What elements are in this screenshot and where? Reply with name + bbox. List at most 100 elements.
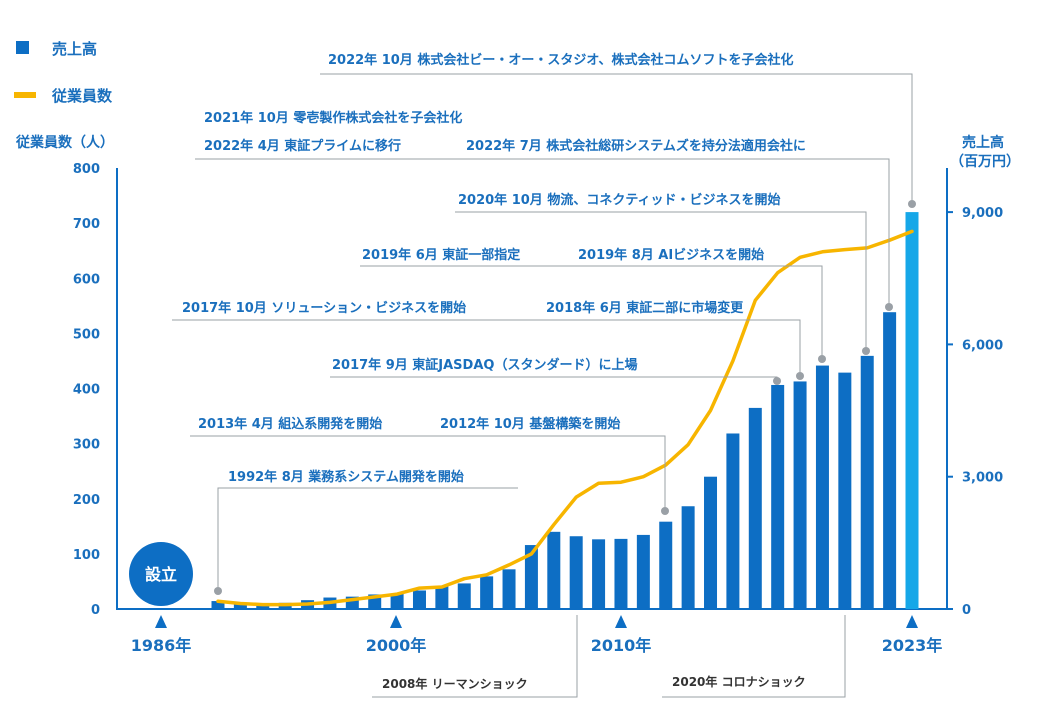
- sales-bar-2013: [681, 506, 695, 609]
- year-label-2010: 2010年: [591, 636, 652, 655]
- sales-bar-2007: [547, 531, 561, 609]
- sales-bar-2021: [860, 355, 874, 609]
- event-2012-10: 2012年 10月 基盤構築を開始: [440, 416, 620, 432]
- leader-dot-2017-9: [773, 377, 781, 385]
- sales-bar-2002: [435, 586, 449, 609]
- leader-dot-2021-2022: [885, 303, 893, 311]
- sales-bar-2017: [771, 384, 785, 609]
- sales-bar-2001: [412, 590, 426, 609]
- leader-dot-2017-10: [796, 372, 804, 380]
- left-tick-label: 400: [73, 383, 100, 398]
- shock-2008: 2008年 リーマンショック: [382, 676, 528, 691]
- sales-bar-2009: [592, 539, 606, 609]
- legend-sales-label: 売上高: [52, 40, 97, 58]
- event-leaders: [172, 73, 916, 595]
- leader-dot-2022-10: [908, 200, 916, 208]
- leader-2021-2022: [195, 158, 890, 306]
- sales-bar-2011: [636, 534, 650, 609]
- event-2022-4: 2022年 4月 東証プライムに移行: [204, 138, 401, 154]
- right-axis-title-line1: 売上高: [962, 134, 1004, 151]
- left-tick-label: 800: [73, 162, 100, 177]
- left-tick-label: 300: [73, 438, 100, 453]
- right-tick-label: 6,000: [962, 338, 1003, 353]
- founding-marker: 設立: [129, 542, 193, 606]
- right-tick-label: 3,000: [962, 471, 1003, 486]
- sales-bar-2014: [704, 476, 718, 609]
- year-marker-triangle-1986: [155, 615, 167, 628]
- leader-dot-2019: [818, 355, 826, 363]
- year-label-2023: 2023年: [882, 636, 943, 655]
- left-axis-title: 従業員数（人）: [15, 134, 114, 151]
- event-2017-9: 2017年 9月 東証JASDAQ（スタンダード）に上場: [332, 357, 637, 373]
- leader-dot-2020: [862, 347, 870, 355]
- right-axis-title-line2: （百万円）: [950, 154, 1020, 170]
- left-axis-ticks: 0 100 200 300 400 500 600 700 800: [73, 162, 100, 618]
- left-tick-label: 0: [91, 603, 100, 618]
- sales-bar-2008: [569, 536, 583, 609]
- legend-sales-swatch: [16, 41, 29, 54]
- leader-2012: [190, 435, 666, 510]
- event-2019-8: 2019年 8月 AIビジネスを開始: [578, 247, 764, 263]
- sales-bar-2012: [659, 521, 673, 609]
- event-2013-4: 2013年 4月 組込系開発を開始: [198, 416, 382, 432]
- sales-bar-2004: [480, 576, 494, 609]
- left-tick-label: 200: [73, 493, 100, 508]
- event-2020-10: 2020年 10月 物流、コネクティッド・ビジネスを開始: [458, 192, 781, 208]
- legend: 売上高 従業員数: [14, 40, 113, 105]
- shock-line-2020: [662, 615, 846, 698]
- sales-bar-2019: [815, 365, 829, 609]
- sales-bar-1992: [211, 601, 225, 609]
- sales-bar-1993: [233, 602, 247, 609]
- year-marker-triangle-2000: [390, 615, 402, 628]
- year-marker-triangle-2010: [615, 615, 627, 628]
- sales-bar-2023: [905, 212, 919, 609]
- leader-2022-10: [320, 73, 913, 203]
- sales-bars: [211, 212, 919, 609]
- founding-label: 設立: [145, 565, 177, 584]
- leader-1992: [217, 487, 518, 590]
- left-tick-label: 600: [73, 272, 100, 287]
- event-2021-10: 2021年 10月 零壱製作株式会社を子会社化: [204, 110, 462, 126]
- left-tick-label: 500: [73, 327, 100, 342]
- sales-bar-2018: [793, 381, 807, 609]
- sales-bar-2016: [748, 407, 762, 609]
- left-tick-label: 100: [73, 548, 100, 563]
- founding-circle: [129, 542, 193, 606]
- year-marker-triangle-2023: [906, 615, 918, 628]
- event-1992: 1992年 8月 業務系システム開発を開始: [228, 469, 464, 485]
- employees-line: [216, 229, 914, 607]
- leader-dot-2012: [661, 507, 669, 515]
- right-tick-label: 9,000: [962, 206, 1003, 221]
- shock-line-2008: [372, 615, 578, 698]
- leader-2017-10: [172, 319, 801, 375]
- shock-2020: 2020年 コロナショック: [672, 674, 806, 689]
- left-tick-label: 700: [73, 217, 100, 232]
- year-label-2000: 2000年: [366, 636, 427, 655]
- sales-bar-2006: [524, 545, 538, 609]
- legend-employees-swatch: [14, 92, 36, 98]
- year-markers: 1986年 2000年 2010年 2023年: [131, 615, 943, 655]
- shock-labels: 2008年 リーマンショック 2020年 コロナショック: [372, 615, 846, 698]
- right-tick-label: 0: [962, 603, 971, 618]
- event-labels: 1992年 8月 業務系システム開発を開始 2013年 4月 組込系開発を開始 …: [182, 52, 806, 485]
- sales-bar-2000: [390, 594, 404, 609]
- sales-bar-2022: [883, 312, 897, 609]
- event-2022-7: 2022年 7月 株式会社総研システムズを持分法適用会社に: [466, 138, 806, 154]
- event-2022-10: 2022年 10月 株式会社ビー・オー・スタジオ、株式会社コムソフトを子会社化: [328, 52, 794, 68]
- leader-2019: [360, 265, 823, 358]
- sales-bar-2003: [457, 583, 471, 609]
- sales-bar-2005: [502, 569, 516, 609]
- leader-2017-9: [330, 376, 778, 380]
- event-2018-6: 2018年 6月 東証二部に市場変更: [546, 300, 744, 316]
- event-2019-6: 2019年 6月 東証一部指定: [362, 247, 520, 263]
- right-axis-ticks: 0 3,000 6,000 9,000: [947, 206, 1003, 618]
- event-2017-10: 2017年 10月 ソリューション・ビジネスを開始: [182, 300, 466, 316]
- leader-dot-1992: [214, 587, 222, 595]
- sales-bar-2010: [614, 538, 628, 609]
- year-label-1986: 1986年: [131, 636, 192, 655]
- sales-bar-2015: [726, 433, 740, 609]
- sales-bar-2020: [838, 372, 852, 609]
- leader-2020: [455, 211, 867, 350]
- legend-employees-label: 従業員数: [51, 87, 113, 105]
